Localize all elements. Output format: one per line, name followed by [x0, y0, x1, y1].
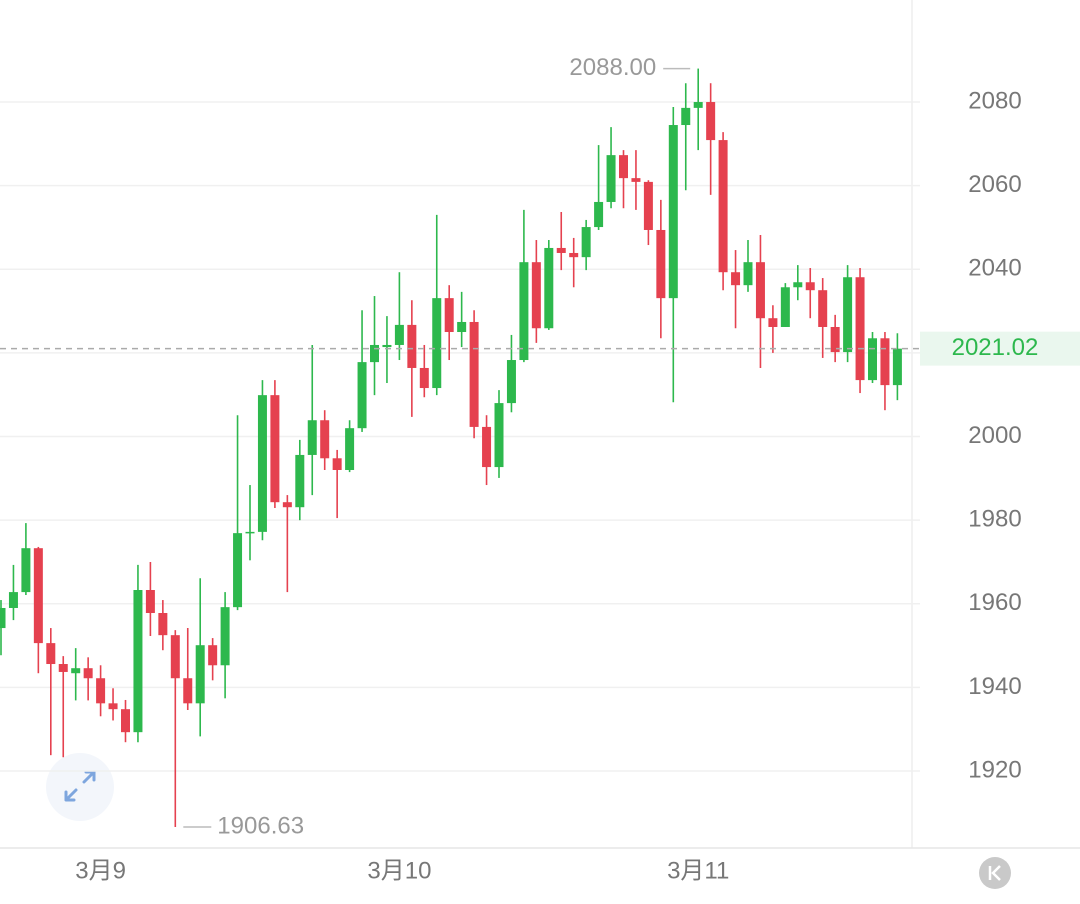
candle-body — [307, 420, 317, 455]
candle-body — [170, 635, 180, 679]
candle-body — [830, 326, 840, 353]
candle-body — [855, 277, 865, 381]
candle-body — [394, 324, 404, 345]
y-tick-label: 1980 — [968, 506, 1021, 533]
candle-body — [158, 613, 168, 636]
candle-body — [519, 262, 529, 361]
candle-body — [295, 454, 305, 508]
candle-body — [531, 262, 541, 329]
last-price-box — [920, 331, 1080, 366]
candle-body — [183, 678, 193, 704]
candle-body — [96, 678, 106, 704]
candle-body — [793, 282, 803, 288]
candle-body — [121, 709, 130, 733]
candle-body — [8, 592, 18, 608]
candle-body — [868, 338, 877, 381]
y-tick-label: 2000 — [968, 422, 1021, 449]
candle-body — [208, 645, 218, 666]
candle-body — [805, 282, 815, 291]
candle-body — [818, 290, 828, 327]
candle-body — [245, 531, 255, 534]
candle-body — [270, 395, 280, 503]
candle-body — [220, 607, 230, 666]
candle-body — [768, 318, 778, 327]
candle-body — [668, 125, 678, 299]
candle-body — [345, 428, 355, 470]
candle-body — [892, 348, 902, 386]
candle-body — [843, 277, 853, 353]
candle-body — [581, 227, 591, 258]
candle-body — [257, 395, 267, 532]
candle-body — [569, 252, 579, 258]
candle-body — [544, 247, 554, 329]
x-tick-label: 3月9 — [75, 857, 126, 884]
candle-body — [718, 140, 728, 273]
collapse-icon[interactable] — [988, 865, 1001, 881]
candle-body — [482, 426, 492, 468]
x-tick-label: 3月11 — [667, 857, 729, 884]
candle-body — [606, 155, 616, 202]
candle-body — [33, 548, 43, 644]
expand-button[interactable] — [46, 753, 114, 821]
candle-body — [755, 262, 765, 319]
candle-body — [631, 178, 641, 182]
candle-body — [681, 107, 691, 126]
candle-body — [780, 287, 790, 327]
candle-body — [469, 321, 479, 427]
y-tick-label: 2040 — [968, 255, 1021, 282]
expand-icon[interactable] — [64, 770, 96, 802]
candle-body — [195, 645, 205, 704]
candle-body — [71, 668, 81, 674]
candle-body — [731, 272, 741, 286]
candle-body — [83, 668, 93, 679]
low-label: 1906.63 — [217, 812, 304, 839]
candle-body — [706, 102, 716, 141]
candle-body — [382, 344, 392, 348]
candle-body — [494, 403, 504, 468]
candle-body — [108, 703, 118, 710]
candle-body — [656, 229, 666, 299]
candle-body — [407, 324, 417, 368]
candle-body — [444, 298, 454, 333]
candle-body — [693, 102, 703, 108]
candle-body — [133, 590, 143, 733]
x-tick-label: 3月10 — [367, 857, 431, 884]
candle-body — [432, 298, 442, 389]
candle-body — [320, 420, 330, 459]
candle-body — [233, 533, 243, 608]
y-tick-label: 1940 — [968, 673, 1021, 700]
candle-body — [743, 262, 753, 286]
last-price-label: 2021.02 — [952, 334, 1039, 361]
collapse-button[interactable] — [979, 857, 1011, 889]
candle-body — [282, 502, 292, 508]
y-tick-label: 2060 — [968, 171, 1021, 198]
candle-body — [46, 643, 56, 665]
candle-body — [457, 321, 467, 333]
candle-body — [370, 344, 379, 363]
candle-body — [419, 367, 429, 389]
candle-body — [506, 360, 516, 404]
candle-body — [0, 607, 6, 629]
candle-body — [145, 590, 155, 614]
y-tick-label: 1920 — [968, 756, 1021, 783]
candle-body — [58, 664, 68, 672]
candle-body — [21, 548, 31, 593]
expand-circle[interactable] — [46, 753, 114, 821]
candle-body — [643, 181, 653, 230]
y-tick-label: 2080 — [968, 87, 1021, 114]
y-tick-label: 1960 — [968, 589, 1021, 616]
candle-body — [357, 362, 367, 429]
high-label: 2088.00 — [569, 54, 656, 81]
candle-body — [880, 338, 890, 386]
candle-body — [332, 458, 342, 470]
candle-body — [556, 247, 566, 253]
candle-body — [594, 201, 604, 228]
candle-body — [619, 155, 628, 179]
collapse-circle[interactable] — [979, 857, 1011, 889]
